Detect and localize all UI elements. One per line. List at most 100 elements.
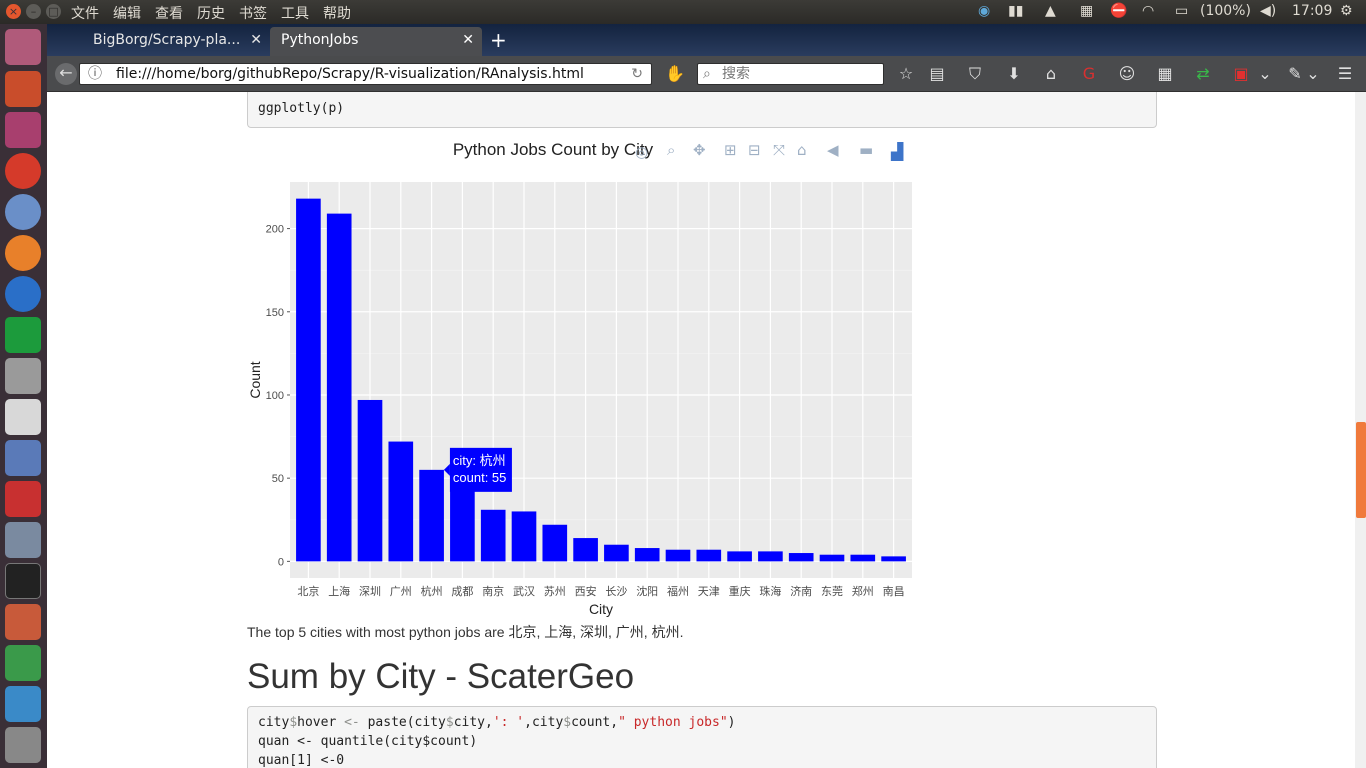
bar[interactable] [881, 556, 906, 562]
star-icon[interactable]: ☆ [898, 64, 914, 83]
wifi-icon[interactable]: ◠ [1142, 3, 1155, 19]
bar[interactable] [727, 551, 752, 562]
plot-panel [290, 182, 912, 578]
menu-view[interactable]: 查看 [155, 6, 183, 22]
bar-chart[interactable]: Python Jobs Count by City 0 50 100 150 200 北… [247, 132, 927, 622]
download-icon[interactable]: ⬇ [1007, 64, 1021, 83]
camera-icon[interactable]: ◎ [635, 143, 648, 161]
bar[interactable] [665, 549, 691, 562]
pan-icon[interactable]: ✥ [693, 141, 706, 159]
minimize-window-button[interactable]: – [26, 4, 41, 19]
bar[interactable] [357, 399, 383, 562]
clock[interactable]: 17:09 [1292, 3, 1333, 19]
bar[interactable] [788, 553, 814, 562]
hamburger-menu-icon[interactable]: ☰ [1337, 64, 1353, 83]
new-tab-button[interactable]: + [490, 28, 507, 52]
workspace-icon[interactable] [5, 112, 41, 148]
bar[interactable] [388, 441, 414, 562]
bar[interactable] [819, 554, 845, 562]
chevron-down-icon[interactable]: ⌄ [1258, 64, 1272, 83]
news-icon[interactable]: ▣ [1233, 64, 1249, 83]
hover-compare-icon[interactable]: ▬ [859, 141, 873, 159]
x-tick-label: 南昌 [883, 585, 905, 598]
zoom-in-icon[interactable]: ⊞ [724, 141, 737, 159]
bar[interactable] [542, 524, 568, 562]
app-icon[interactable] [5, 604, 41, 640]
zoom-out-icon[interactable]: ⊟ [748, 141, 761, 159]
menu-edit[interactable]: 编辑 [113, 6, 141, 22]
editor-icon[interactable] [5, 440, 41, 476]
smiley-icon[interactable]: ☺ [1118, 64, 1136, 83]
reload-icon[interactable]: ↻ [631, 66, 643, 82]
plotly-logo-icon[interactable]: ▟ [890, 142, 904, 161]
zoom-icon[interactable]: ⌕ [667, 141, 675, 159]
extension-icon[interactable]: ✎ [1288, 64, 1302, 83]
back-button[interactable]: ← [55, 63, 77, 85]
bar[interactable] [419, 469, 444, 562]
netease-music-icon[interactable] [5, 153, 41, 189]
app-icon[interactable] [5, 686, 41, 722]
bar[interactable] [758, 551, 783, 562]
bar[interactable] [573, 538, 598, 562]
tab-pythonjobs[interactable]: PythonJobs ✕ [270, 27, 482, 56]
network-globe-icon[interactable]: ◉ [978, 3, 991, 19]
autoscale-icon[interactable]: ⤧ [773, 141, 785, 159]
bar[interactable] [511, 511, 537, 562]
settings-icon[interactable] [5, 522, 41, 558]
no-entry-icon[interactable]: ⛔ [1110, 3, 1128, 19]
code-line-2: quan <- quantile(city$count) [258, 734, 478, 749]
menu-tools[interactable]: 工具 [281, 6, 309, 22]
calendar-icon[interactable]: ▦ [1080, 3, 1094, 19]
bar[interactable] [696, 549, 722, 562]
menu-file[interactable]: 文件 [71, 6, 99, 22]
pocket-icon[interactable]: ⛉ [968, 64, 981, 83]
firefox-icon[interactable] [5, 235, 41, 271]
menu-history[interactable]: 历史 [197, 6, 225, 22]
hover-closest-icon[interactable]: ◀ [827, 141, 839, 159]
pycharm-icon[interactable] [5, 317, 41, 353]
bar[interactable] [480, 509, 506, 562]
bar[interactable] [450, 488, 475, 562]
gear-icon[interactable]: ⚙ [1340, 3, 1353, 19]
spider-icon[interactable] [5, 481, 41, 517]
tab-scrapy[interactable]: BigBorg/Scrapy-pla... ✕ [47, 27, 270, 56]
close-tab-icon[interactable]: ✕ [250, 32, 262, 48]
volume-icon[interactable]: ◀) [1260, 3, 1277, 19]
qr-code-icon[interactable]: ▦ [1157, 64, 1173, 83]
close-window-button[interactable]: × [6, 4, 21, 19]
files-icon[interactable] [5, 71, 41, 107]
gm-icon[interactable]: G [1082, 64, 1096, 83]
reset-axes-icon[interactable]: ⌂ [797, 141, 807, 159]
sync-icon[interactable]: ⇄ [1196, 64, 1210, 83]
trash-icon[interactable] [5, 727, 41, 763]
maximize-window-button[interactable]: □ [46, 4, 61, 19]
bar[interactable] [326, 213, 352, 562]
code-line: ggplotly(p) [258, 101, 345, 116]
battery-icon[interactable]: ▭ [1175, 3, 1189, 19]
info-icon[interactable]: ⓘ [88, 66, 102, 82]
x-ticks: 北京 上海 深圳 广州 杭州 成都 南京 武汉 苏州 西安 长沙 沈阳 福州 天津 重庆 珠海 济南 东莞 郑州 南昌 [297, 584, 904, 598]
close-tab-icon[interactable]: ✕ [462, 32, 474, 48]
terminal-icon[interactable] [5, 563, 41, 599]
chevron-down-icon[interactable]: ⌄ [1306, 64, 1320, 83]
indicator-icon[interactable]: ▮▮ [1008, 3, 1024, 19]
bar[interactable] [634, 548, 660, 562]
bar[interactable] [850, 554, 876, 562]
database-icon[interactable] [5, 358, 41, 394]
ubuntu-dash-icon[interactable] [5, 29, 41, 65]
chromium-icon[interactable] [5, 194, 41, 230]
home-icon[interactable]: ⌂ [1045, 64, 1057, 83]
bar[interactable] [604, 544, 629, 562]
extension-icon[interactable]: ✋ [665, 64, 685, 83]
reading-list-icon[interactable]: ▤ [929, 64, 945, 83]
r-icon[interactable] [5, 276, 41, 312]
menu-bookmarks[interactable]: 书签 [239, 6, 267, 22]
bar[interactable] [296, 198, 321, 562]
search-input[interactable]: ⌕ 搜索 [697, 63, 884, 85]
text-editor-icon[interactable] [5, 399, 41, 435]
app-icon[interactable] [5, 645, 41, 681]
url-bar[interactable]: ⓘ file:///home/borg/githubRepo/Scrapy/R-… [79, 63, 652, 85]
menu-help[interactable]: 帮助 [323, 6, 351, 22]
penguin-icon[interactable]: ▲ [1045, 3, 1056, 19]
scrollbar-thumb[interactable] [1356, 422, 1366, 518]
